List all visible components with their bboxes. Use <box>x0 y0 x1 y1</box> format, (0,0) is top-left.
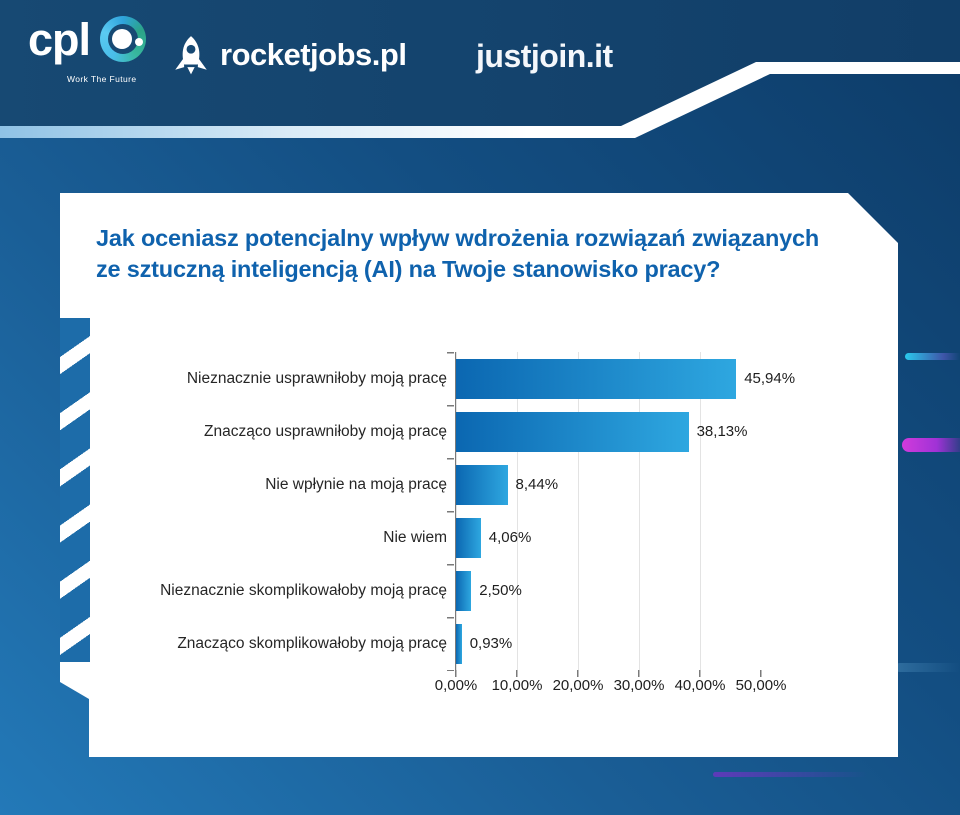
cyan-accent-line <box>905 353 960 360</box>
rocketjobs-wordmark: rocketjobs.pl <box>220 37 407 72</box>
value-label: 4,06% <box>488 529 532 546</box>
rocket-icon <box>175 36 207 75</box>
zipper-stripes-decoration <box>60 318 90 662</box>
cpl-logo: cpl <box>28 13 147 65</box>
bar <box>456 464 508 505</box>
chart-row: Nie wiem 4,06% <box>60 511 860 564</box>
cpl-wordmark: cpl <box>28 13 91 65</box>
bar <box>456 358 737 399</box>
bar <box>456 517 481 558</box>
x-axis-labels: 0,00% 10,00% 20,00% 30,00% 40,00% 50,00% <box>435 677 787 697</box>
light-accent-line <box>895 663 960 672</box>
chart-title-line1: Jak oceniasz potencjalny wpływ wdrożenia… <box>96 225 820 251</box>
chart-title: Jak oceniasz potencjalny wpływ wdrożenia… <box>96 223 876 285</box>
category-label: Nieznacznie skomplikowałoby moją pracę <box>160 582 447 599</box>
chart-row: Znacząco usprawniłoby moją pracę 38,13% <box>60 405 860 458</box>
cpl-tagline: Work The Future <box>67 74 137 84</box>
chart-row: Nieznacznie usprawniłoby moją pracę 45,9… <box>60 352 860 405</box>
value-label: 45,94% <box>744 370 796 387</box>
x-tick-label: 30,00% <box>613 677 665 694</box>
value-label: 8,44% <box>515 476 559 493</box>
value-label: 2,50% <box>479 582 522 599</box>
chart-row: Nie wpłynie na moją pracę 8,44% <box>60 458 860 511</box>
value-label: 0,93% <box>469 635 513 652</box>
rocketjobs-logo: rocketjobs.pl <box>170 34 407 76</box>
category-label: Nie wpłynie na moją pracę <box>265 476 447 493</box>
category-label: Znacząco usprawniłoby moją pracę <box>204 423 447 440</box>
plot-area <box>455 352 761 670</box>
x-tick-label: 20,00% <box>552 677 604 694</box>
bar-rows: Nieznacznie usprawniłoby moją pracę 45,9… <box>60 352 860 670</box>
justjoin-wordmark: justjoin.it <box>476 38 613 74</box>
magenta-accent-line <box>902 438 960 452</box>
chart-row: Znacząco skomplikowałoby moją pracę 0,93… <box>60 617 860 670</box>
bar <box>456 411 689 452</box>
chart-title-line2: ze sztuczną inteligencją (AI) na Twoje s… <box>96 256 721 282</box>
chart-card: Jak oceniasz potencjalny wpływ wdrożenia… <box>60 193 898 757</box>
x-tick-label: 10,00% <box>491 677 543 694</box>
x-tick-label: 50,00% <box>735 677 787 694</box>
purple-accent-line <box>713 772 868 777</box>
value-label: 38,13% <box>696 423 748 440</box>
x-tick-label: 40,00% <box>674 677 726 694</box>
bar <box>456 570 472 611</box>
category-label: Nieznacznie usprawniłoby moją pracę <box>186 370 447 387</box>
x-tick-label: 0,00% <box>434 677 478 694</box>
category-label: Nie wiem <box>383 529 447 546</box>
chart-row: Nieznacznie skomplikowałoby moją pracę 2… <box>60 564 860 617</box>
bar <box>456 623 462 664</box>
y-axis-ticks <box>447 352 454 671</box>
category-label: Znacząco skomplikowałoby moją pracę <box>177 635 447 652</box>
cpl-circle-icon <box>100 16 147 62</box>
x-axis-ticks <box>455 670 762 677</box>
